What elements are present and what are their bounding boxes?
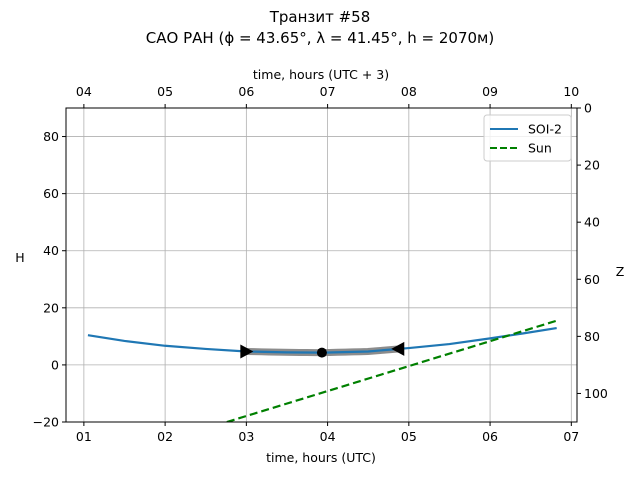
x-label: time, hours (UTC) <box>266 450 376 465</box>
chart-subtitle: САО РАН (ϕ = 43.65°, λ = 41.45°, h = 207… <box>146 29 494 47</box>
y-label-right: Z <box>616 264 625 279</box>
y-tick-label: 40 <box>43 243 59 258</box>
y-tick-label: −20 <box>33 415 59 430</box>
z-tick-label: 100 <box>584 386 608 401</box>
y-tick-label: 60 <box>43 186 59 201</box>
z-tick-label: 0 <box>584 101 592 116</box>
x-tick-label: 03 <box>238 429 254 444</box>
chart-title: Транзит #58 <box>269 8 371 26</box>
marker-end-triangle <box>391 341 405 356</box>
x-top-tick-label: 07 <box>320 84 336 99</box>
z-tick-label: 20 <box>584 158 600 173</box>
x-tick-label: 01 <box>76 429 92 444</box>
y-tick-label: 0 <box>51 357 59 372</box>
z-tick-label: 40 <box>584 215 600 230</box>
x-label-top: time, hours (UTC + 3) <box>253 67 389 82</box>
axes-frame <box>65 107 578 423</box>
x-top-tick-label: 05 <box>157 84 173 99</box>
z-tick-label: 80 <box>584 329 600 344</box>
x-top-tick-label: 08 <box>401 84 417 99</box>
x-top-tick-label: 10 <box>563 84 579 99</box>
x-tick-label: 02 <box>157 429 173 444</box>
y-label: H <box>15 250 24 265</box>
marker-start-triangle <box>240 344 254 359</box>
legend: SOI-2 Sun <box>483 114 572 162</box>
x-top-tick-label: 09 <box>482 84 498 99</box>
x-tick-label: 07 <box>563 429 579 444</box>
y-tick-label: 80 <box>43 129 59 144</box>
x-top-tick-label: 06 <box>238 84 254 99</box>
x-top-tick-label: 04 <box>76 84 92 99</box>
y-tick-label: 20 <box>43 300 59 315</box>
x-tick-label: 05 <box>401 429 417 444</box>
x-tick-label: 04 <box>320 429 336 444</box>
marker-circle <box>316 347 327 358</box>
legend-label-sun: Sun <box>528 141 552 156</box>
z-tick-label: 60 <box>584 272 600 287</box>
legend-label-soi2: SOI-2 <box>528 122 562 137</box>
series-line-sun <box>226 319 557 422</box>
x-tick-label: 06 <box>482 429 498 444</box>
